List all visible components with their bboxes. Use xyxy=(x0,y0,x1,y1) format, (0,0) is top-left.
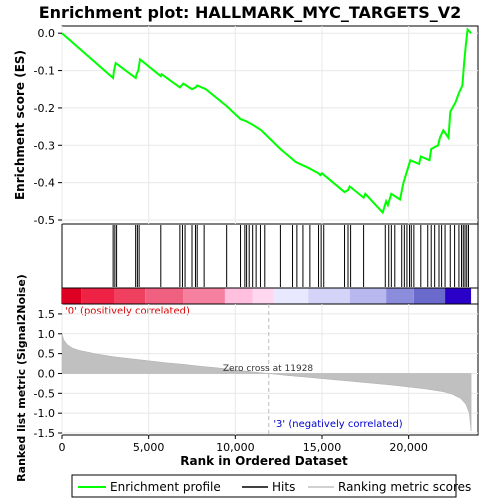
band-segment xyxy=(349,288,387,304)
metric-y-tick-label: -1.0 xyxy=(34,407,55,420)
es-panel-frame xyxy=(61,25,479,225)
band-segment xyxy=(413,288,446,304)
band-segment xyxy=(224,288,253,304)
metric-y-tick-label: 0.0 xyxy=(38,367,56,380)
positive-correlation-label: '0' (positively correlated) xyxy=(65,306,190,317)
band-segment xyxy=(445,288,472,304)
x-tick-label: 5,000 xyxy=(133,441,165,454)
band-segment xyxy=(273,288,309,304)
negative-correlation-label: '3' (negatively correlated) xyxy=(273,419,402,430)
band-segment xyxy=(252,288,274,304)
es-y-tick-label: -0.4 xyxy=(34,177,55,190)
metric-y-tick-label: -1.5 xyxy=(34,427,55,440)
hits-marks xyxy=(112,225,469,287)
es-y-tick-label: 0.0 xyxy=(38,27,56,40)
legend-hits-label: Hits xyxy=(272,480,295,494)
es-y-axis-label: Enrichment score (ES) xyxy=(13,50,27,200)
enrichment-profile-line xyxy=(61,27,472,215)
x-tick-label: 10,000 xyxy=(216,441,255,454)
es-y-tick-label: -0.1 xyxy=(34,65,55,78)
x-tick-label: 20,000 xyxy=(389,441,428,454)
band-segment xyxy=(81,288,114,304)
x-tick-label: 0 xyxy=(59,441,66,454)
zero-cross-label: Zero cross at 11928 xyxy=(223,364,314,374)
band-segment xyxy=(183,288,225,304)
band-segment xyxy=(308,288,350,304)
es-y-axis-ticks: 0.0 -0.1 -0.2 -0.3 -0.4 -0.5 xyxy=(34,27,62,227)
band-segment xyxy=(62,288,82,304)
metric-y-axis-label: Ranked list metric (Signal2Noise) xyxy=(15,274,28,482)
es-y-tick-label: -0.3 xyxy=(34,139,55,152)
metric-y-tick-label: -0.5 xyxy=(34,387,55,400)
metric-y-tick-label: 1.5 xyxy=(38,308,56,321)
band-segment xyxy=(145,288,184,304)
band-segment xyxy=(386,288,414,304)
x-axis-ticks: 0 5,000 10,000 15,000 20,000 xyxy=(59,435,428,454)
es-gridlines xyxy=(61,26,478,224)
band-segment xyxy=(114,288,146,304)
metric-y-tick-label: 0.5 xyxy=(38,348,56,361)
hits-panel-frame xyxy=(61,223,479,289)
es-y-tick-label: -0.2 xyxy=(34,102,55,115)
metric-y-tick-label: 1.0 xyxy=(38,328,56,341)
x-tick-label: 15,000 xyxy=(303,441,342,454)
metric-y-axis-ticks: 1.5 1.0 0.5 0.0 -0.5 -1.0 -1.5 xyxy=(34,308,62,440)
legend-enrichment-label: Enrichment profile xyxy=(110,480,221,494)
legend-metric-label: Ranking metric scores xyxy=(338,480,471,494)
legend-box xyxy=(71,474,457,498)
es-y-tick-label: -0.5 xyxy=(34,214,55,227)
x-axis-label: Rank in Ordered Dataset xyxy=(180,454,348,468)
correlation-color-band xyxy=(62,288,472,304)
chart-title: Enrichment plot: HALLMARK_MYC_TARGETS_V2 xyxy=(39,3,462,22)
ranking-metric-area xyxy=(61,333,472,432)
